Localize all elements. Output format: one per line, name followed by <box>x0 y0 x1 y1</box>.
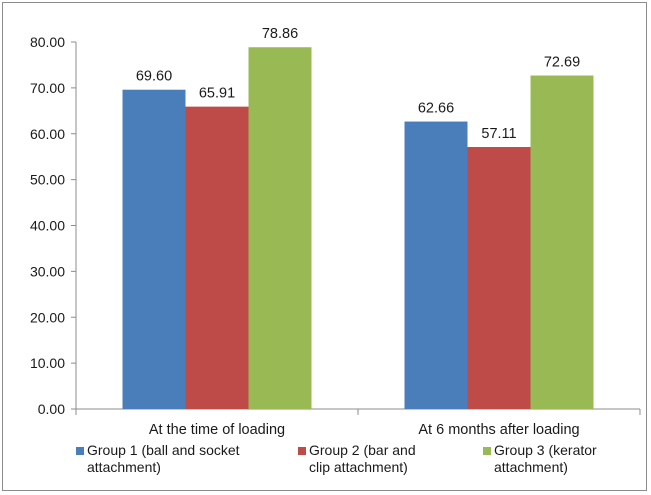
legend-label: clip attachment) <box>309 459 408 475</box>
y-tick-label: 0.00 <box>38 401 65 417</box>
legend-swatch <box>298 447 306 455</box>
y-tick-label: 10.00 <box>30 355 65 371</box>
y-tick-label: 70.00 <box>30 80 65 96</box>
data-label: 78.86 <box>262 26 298 42</box>
data-label: 72.69 <box>544 55 580 71</box>
data-label: 65.91 <box>199 86 235 102</box>
y-tick-label: 50.00 <box>30 172 65 188</box>
y-tick-label: 30.00 <box>30 263 65 279</box>
legend-swatch <box>483 447 491 455</box>
legend-label: Group 2 (bar and <box>309 442 416 458</box>
x-category-label: At 6 months after loading <box>418 422 579 438</box>
legend-label: attachment) <box>494 459 568 475</box>
bar <box>122 89 186 410</box>
y-tick-label: 80.00 <box>30 34 65 50</box>
data-label: 69.60 <box>136 69 172 85</box>
legend-swatch <box>76 447 84 455</box>
bar <box>404 121 468 410</box>
bar <box>467 147 531 409</box>
bar <box>248 47 312 410</box>
legend-label: Group 1 (ball and socket <box>87 442 240 458</box>
y-tick-label: 20.00 <box>30 309 65 325</box>
y-tick-label: 40.00 <box>30 218 65 234</box>
data-label: 62.66 <box>418 101 454 117</box>
bar <box>185 106 249 409</box>
x-category-label: At the time of loading <box>149 422 285 438</box>
legend-label: attachment) <box>87 459 161 475</box>
y-tick-label: 60.00 <box>30 126 65 142</box>
legend-label: Group 3 (kerator <box>494 442 597 458</box>
bar <box>530 75 594 410</box>
data-label: 57.11 <box>481 126 516 142</box>
